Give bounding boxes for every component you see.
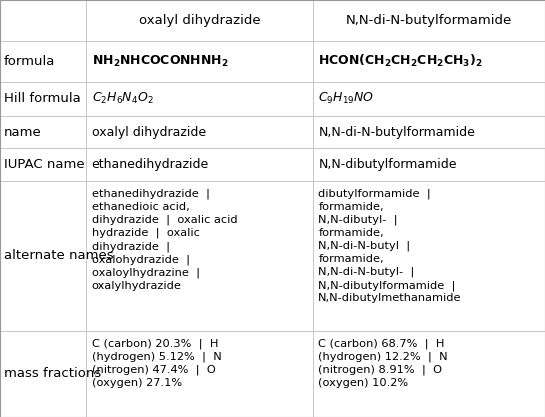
Text: N,N-dibutylformamide: N,N-dibutylformamide [318,158,457,171]
Bar [0,331,86,417]
Text: C (carbon) 20.3%  |  H
(hydrogen) 5.12%  |  N
(nitrogen) 47.4%  |  O
(oxygen) 27: C (carbon) 20.3% | H (hydrogen) 5.12% | … [92,338,221,388]
Bar [0,148,86,181]
Text: dibutylformamide  |
formamide,
N,N-dibutyl-  |
formamide,
N,N-di-N-butyl  |
form: dibutylformamide | formamide, N,N-dibuty… [318,188,462,304]
Bar [0,41,86,82]
Bar [0,181,86,331]
Bar [86,148,313,181]
Text: Hill formula: Hill formula [4,92,81,105]
Text: ethanedihydrazide: ethanedihydrazide [92,158,209,171]
Bar [0,82,86,116]
Text: IUPAC name: IUPAC name [4,158,84,171]
Bar [313,181,545,331]
Bar [0,0,86,41]
Bar [86,82,313,116]
Text: oxalyl dihydrazide: oxalyl dihydrazide [92,126,205,138]
Bar [313,82,545,116]
Text: $\mathbf{HCON(CH_2CH_2CH_2CH_3)_2}$: $\mathbf{HCON(CH_2CH_2CH_2CH_3)_2}$ [318,53,483,69]
Bar [313,148,545,181]
Text: formula: formula [4,55,55,68]
Bar [313,116,545,148]
Bar [86,0,313,41]
Text: name: name [4,126,41,138]
Bar [86,331,313,417]
Bar [313,0,545,41]
Text: $\mathbf{NH_2NHCOCONHNH_2}$: $\mathbf{NH_2NHCOCONHNH_2}$ [92,54,228,69]
Text: ethanedihydrazide  |
ethanedioic acid,
dihydrazide  |  oxalic acid
hydrazide  | : ethanedihydrazide | ethanedioic acid, di… [92,188,237,291]
Text: $C_2H_6N_4O_2$: $C_2H_6N_4O_2$ [92,91,153,106]
Bar [86,181,313,331]
Text: N,N-di-N-butylformamide: N,N-di-N-butylformamide [346,14,512,27]
Text: alternate names: alternate names [4,249,113,262]
Text: C (carbon) 68.7%  |  H
(hydrogen) 12.2%  |  N
(nitrogen) 8.91%  |  O
(oxygen) 10: C (carbon) 68.7% | H (hydrogen) 12.2% | … [318,338,448,388]
Bar [0,116,86,148]
Bar [313,331,545,417]
Bar [86,41,313,82]
Text: mass fractions: mass fractions [4,367,101,380]
Bar [86,116,313,148]
Bar [313,41,545,82]
Text: oxalyl dihydrazide: oxalyl dihydrazide [138,14,261,27]
Text: $C_9H_{19}NO$: $C_9H_{19}NO$ [318,91,374,106]
Text: N,N-di-N-butylformamide: N,N-di-N-butylformamide [318,126,475,138]
